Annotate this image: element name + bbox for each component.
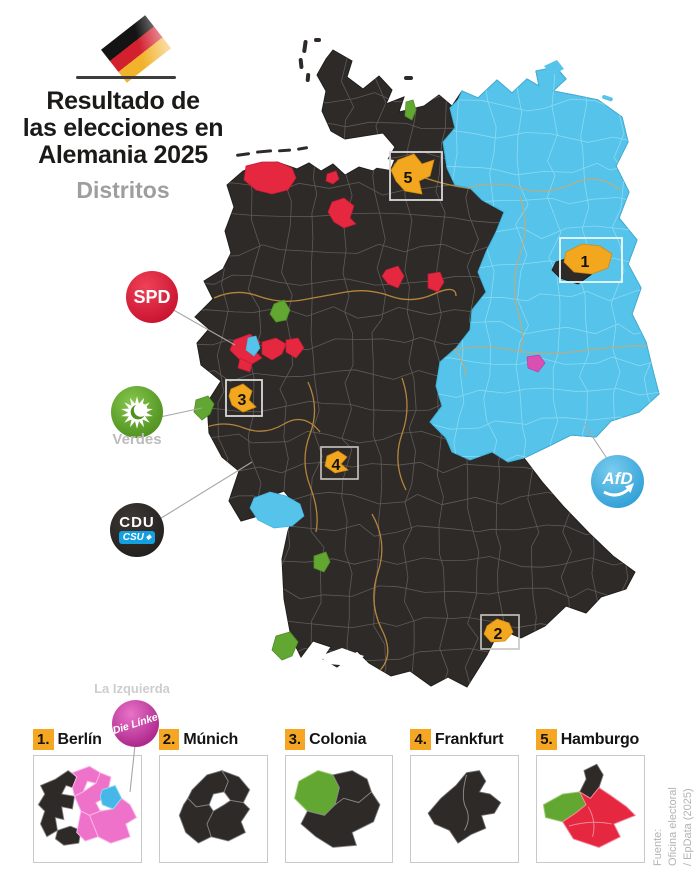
spd-badge: SPD bbox=[126, 271, 178, 323]
district-border-line bbox=[547, 67, 562, 462]
csu-diamond-icon: ◆ bbox=[145, 534, 152, 541]
lake-constance bbox=[320, 648, 364, 666]
marker-area-berlin bbox=[563, 243, 613, 275]
city-card-name: Colonia bbox=[309, 730, 367, 748]
city-card-colonia: 3. Colonia bbox=[284, 727, 394, 863]
city-card-name: Berlín bbox=[57, 730, 102, 748]
source-note: Fuente: Oficina electoral / EpData (2025… bbox=[651, 754, 696, 866]
city-card-number: 5. bbox=[536, 729, 557, 750]
state-borders-west bbox=[203, 163, 483, 675]
afd-badge: AfD bbox=[591, 455, 644, 508]
title-line-2: las elecciones en bbox=[22, 114, 224, 142]
city-card-munich: 2. Múnich bbox=[158, 727, 268, 863]
city-card-name: Frankfurt bbox=[434, 730, 504, 748]
germany-districts-map: 5 1 3 4 2 bbox=[193, 38, 660, 688]
sunflower-icon bbox=[121, 396, 153, 429]
district-border-line bbox=[515, 67, 529, 462]
districts-verdes bbox=[193, 99, 417, 661]
marker-box-colonia bbox=[225, 379, 263, 417]
spd-label: SPD bbox=[133, 286, 171, 307]
districts-afd-west bbox=[245, 335, 305, 529]
district-border-line bbox=[430, 387, 659, 398]
city-card-number: 3. bbox=[284, 729, 306, 750]
csu-label: CSU bbox=[122, 532, 144, 543]
afd-label: AfD bbox=[602, 468, 633, 488]
die-linke-badge: Die Línke bbox=[111, 700, 160, 747]
elbe-estuary bbox=[298, 146, 394, 170]
city-minimap-hamburgo bbox=[536, 755, 645, 863]
marker-area-munich bbox=[483, 618, 514, 643]
afd-swoosh-arrow-icon bbox=[603, 483, 634, 497]
city-cards-row: 1. Berlín 2. Múnich bbox=[33, 727, 645, 863]
baltic-islands bbox=[544, 60, 613, 102]
city-card-name: Hamburgo bbox=[560, 730, 640, 748]
marker-number-4: 4 bbox=[332, 457, 341, 474]
cdu-csu-badge: CDU CSU ◆ bbox=[110, 503, 164, 557]
city-card-label: 2. Múnich bbox=[158, 727, 268, 752]
marker-area-hamburg bbox=[390, 153, 435, 195]
city-card-label: 4. Frankfurt bbox=[410, 727, 519, 752]
verdes-label: Verdes bbox=[112, 431, 162, 448]
title-line-3: Alemania 2025 bbox=[38, 141, 208, 169]
city-card-label: 5. Hamburgo bbox=[536, 727, 645, 752]
district-border-line bbox=[430, 130, 659, 144]
german-flag-icon bbox=[101, 15, 171, 83]
marker-box-berlin bbox=[559, 237, 623, 283]
city-card-name: Múnich bbox=[183, 730, 239, 748]
cdu-label: CDU bbox=[119, 514, 155, 531]
city-card-berlin: 1. Berlín bbox=[33, 727, 142, 863]
marker-number-2: 2 bbox=[494, 626, 503, 643]
city-minimap-berlin bbox=[33, 755, 142, 863]
city-card-number: 4. bbox=[410, 729, 431, 750]
city-minimap-frankfurt bbox=[410, 755, 520, 863]
state-borders-east bbox=[445, 178, 659, 377]
district-border-line bbox=[483, 67, 498, 462]
marker-area-colonia bbox=[228, 383, 257, 413]
die-linke-label: Die Línke bbox=[111, 710, 160, 737]
title-line-1: Resultado de bbox=[46, 87, 200, 115]
marker-box-munich bbox=[480, 614, 520, 650]
marker-number-1: 1 bbox=[581, 254, 590, 271]
city-card-hamburgo: 5. Hamburgo bbox=[536, 727, 645, 863]
german-flag-ballot-icon bbox=[76, 15, 176, 83]
marker-number-5: 5 bbox=[404, 170, 413, 187]
marker-area-frankfurt bbox=[324, 450, 349, 474]
city-markers: 5 1 3 4 2 bbox=[225, 151, 623, 650]
city-card-label: 1. Berlín bbox=[33, 727, 142, 752]
source-line-1: Fuente: bbox=[652, 828, 664, 866]
page-title: Resultado de las elecciones en Alemania … bbox=[16, 88, 230, 169]
verdes-badge bbox=[111, 386, 163, 438]
district-linke bbox=[526, 354, 546, 373]
izquierda-label: La Izquierda bbox=[94, 681, 170, 696]
city-minimap-munich bbox=[158, 755, 268, 863]
marker-box-hamburg bbox=[389, 151, 443, 201]
city-minimap-colonia bbox=[284, 755, 394, 863]
district-border-line bbox=[643, 67, 657, 462]
city-card-label: 3. Colonia bbox=[284, 727, 394, 752]
ballot-slot-line bbox=[76, 76, 176, 79]
city-card-frankfurt: 4. Frankfurt bbox=[410, 727, 520, 863]
page-subtitle: Distritos bbox=[76, 177, 170, 203]
csu-pill: CSU ◆ bbox=[118, 531, 156, 544]
marker-number-3: 3 bbox=[238, 392, 247, 409]
coastal-islands bbox=[236, 38, 413, 157]
source-line-2: Oficina electoral bbox=[667, 787, 679, 866]
city-card-number: 1. bbox=[33, 729, 54, 750]
marker-box-frankfurt bbox=[320, 446, 359, 480]
city-card-number: 2. bbox=[158, 729, 180, 750]
source-line-3: / EpData (2025) bbox=[682, 788, 694, 866]
